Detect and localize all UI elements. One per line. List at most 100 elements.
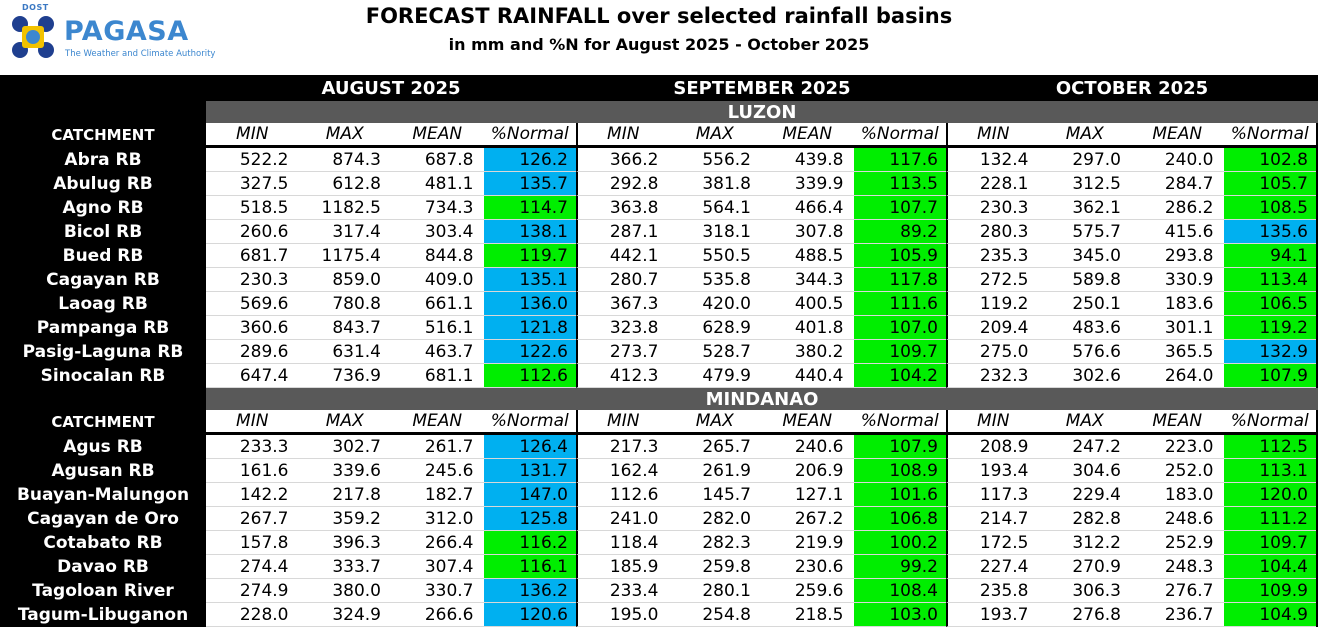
percent-normal-cell: 108.5 — [1223, 196, 1316, 220]
value-cell: 312.0 — [391, 507, 484, 531]
region-spacer — [0, 101, 206, 123]
region-label: LUZON — [206, 101, 1318, 123]
value-cell: 266.4 — [391, 531, 484, 555]
value-cell: 307.8 — [761, 220, 854, 244]
percent-normal-cell: 104.2 — [853, 364, 946, 388]
value-cell: 844.8 — [391, 244, 484, 268]
value-cell: 275.0 — [946, 340, 1039, 364]
table-row: Laoag RB 569.6 780.8 661.1 136.0 367.3 420.0 40… — [0, 292, 1318, 316]
catchment-header: CATCHMENT — [0, 123, 206, 145]
value-cell: 247.2 — [1038, 435, 1131, 459]
percent-normal-cell: 117.6 — [853, 148, 946, 172]
percent-normal-cell: 101.6 — [853, 483, 946, 507]
percent-normal-cell: 121.8 — [483, 316, 576, 340]
value-cell: 265.7 — [668, 435, 761, 459]
value-cell: 569.6 — [206, 292, 299, 316]
catchment-name: Agusan RB — [0, 459, 206, 483]
percent-normal-cell: 135.7 — [483, 172, 576, 196]
percent-normal-cell: 107.9 — [853, 435, 946, 459]
value-cell: 734.3 — [391, 196, 484, 220]
value-cell: 280.1 — [668, 579, 761, 603]
page-title: FORECAST RAINFALL over selected rainfall… — [365, 4, 953, 28]
percent-normal-cell: 116.1 — [483, 555, 576, 579]
month-header-row: AUGUST 2025 SEPTEMBER 2025 OCTOBER 2025 — [0, 75, 1318, 101]
value-cell: 280.3 — [946, 220, 1039, 244]
value-cell: 550.5 — [668, 244, 761, 268]
value-cell: 117.3 — [946, 483, 1039, 507]
value-cell: 248.6 — [1131, 507, 1224, 531]
catchment-name: Pasig-Laguna RB — [0, 340, 206, 364]
column-header: MAX — [1038, 410, 1131, 432]
value-cell: 481.1 — [391, 172, 484, 196]
value-cell: 681.1 — [391, 364, 484, 388]
month-header: SEPTEMBER 2025 — [576, 75, 946, 101]
value-cell: 292.8 — [576, 172, 669, 196]
catchment-name: Bued RB — [0, 244, 206, 268]
percent-normal-cell: 114.7 — [483, 196, 576, 220]
value-cell: 339.9 — [761, 172, 854, 196]
percent-normal-cell: 112.6 — [483, 364, 576, 388]
column-header: MIN — [206, 123, 299, 145]
value-cell: 302.6 — [1038, 364, 1131, 388]
value-cell: 1182.5 — [298, 196, 391, 220]
value-cell: 317.4 — [298, 220, 391, 244]
value-cell: 466.4 — [761, 196, 854, 220]
value-cell: 270.9 — [1038, 555, 1131, 579]
value-cell: 264.0 — [1131, 364, 1224, 388]
value-cell: 182.7 — [391, 483, 484, 507]
table-row: Agusan RB 161.6 339.6 245.6 131.7 162.4 261.9 2… — [0, 459, 1318, 483]
value-cell: 119.2 — [946, 292, 1039, 316]
value-cell: 223.0 — [1131, 435, 1224, 459]
table-row: Bicol RB 260.6 317.4 303.4 138.1 287.1 318.1 30… — [0, 220, 1318, 244]
value-cell: 219.9 — [761, 531, 854, 555]
value-cell: 360.6 — [206, 316, 299, 340]
column-header: MIN — [576, 410, 669, 432]
percent-normal-cell: 106.8 — [853, 507, 946, 531]
value-cell: 324.9 — [298, 603, 391, 627]
column-header: %Normal — [1223, 123, 1316, 145]
value-cell: 306.3 — [1038, 579, 1131, 603]
value-cell: 412.3 — [576, 364, 669, 388]
header-separator — [0, 432, 1318, 435]
pagasa-emblem-icon — [12, 16, 54, 58]
region-spacer — [0, 388, 206, 410]
percent-normal-cell: 113.4 — [1223, 268, 1316, 292]
percent-normal-cell: 109.7 — [1223, 531, 1316, 555]
table-row: Tagum-Libuganon 228.0 324.9 266.6 120.6 195.0… — [0, 603, 1318, 627]
value-cell: 1175.4 — [298, 244, 391, 268]
percent-normal-cell: 126.4 — [483, 435, 576, 459]
value-cell: 254.8 — [668, 603, 761, 627]
value-cell: 248.3 — [1131, 555, 1224, 579]
logo-brand: PAGASA — [64, 16, 189, 47]
percent-normal-cell: 89.2 — [853, 220, 946, 244]
value-cell: 157.8 — [206, 531, 299, 555]
value-cell: 439.8 — [761, 148, 854, 172]
value-cell: 303.4 — [391, 220, 484, 244]
catchment-name: Cotabato RB — [0, 531, 206, 555]
percent-normal-cell: 135.6 — [1223, 220, 1316, 244]
value-cell: 576.6 — [1038, 340, 1131, 364]
page-subtitle: in mm and %N for August 2025 - October 2… — [448, 35, 870, 54]
percent-normal-cell: 120.6 — [483, 603, 576, 627]
catchment-name: Cagayan de Oro — [0, 507, 206, 531]
value-cell: 280.7 — [576, 268, 669, 292]
value-cell: 282.3 — [668, 531, 761, 555]
value-cell: 589.8 — [1038, 268, 1131, 292]
value-cell: 235.3 — [946, 244, 1039, 268]
value-cell: 575.7 — [1038, 220, 1131, 244]
value-cell: 318.1 — [668, 220, 761, 244]
value-cell: 245.6 — [391, 459, 484, 483]
catchment-name: Cagayan RB — [0, 268, 206, 292]
percent-normal-cell: 113.1 — [1223, 459, 1316, 483]
value-cell: 232.3 — [946, 364, 1039, 388]
value-cell: 250.1 — [1038, 292, 1131, 316]
percent-normal-cell: 136.2 — [483, 579, 576, 603]
column-header: %Normal — [853, 123, 946, 145]
value-cell: 273.7 — [576, 340, 669, 364]
value-cell: 312.5 — [1038, 172, 1131, 196]
region-label: MINDANAO — [206, 388, 1318, 410]
value-cell: 687.8 — [391, 148, 484, 172]
value-cell: 396.3 — [298, 531, 391, 555]
value-cell: 483.6 — [1038, 316, 1131, 340]
percent-normal-cell: 120.0 — [1223, 483, 1316, 507]
